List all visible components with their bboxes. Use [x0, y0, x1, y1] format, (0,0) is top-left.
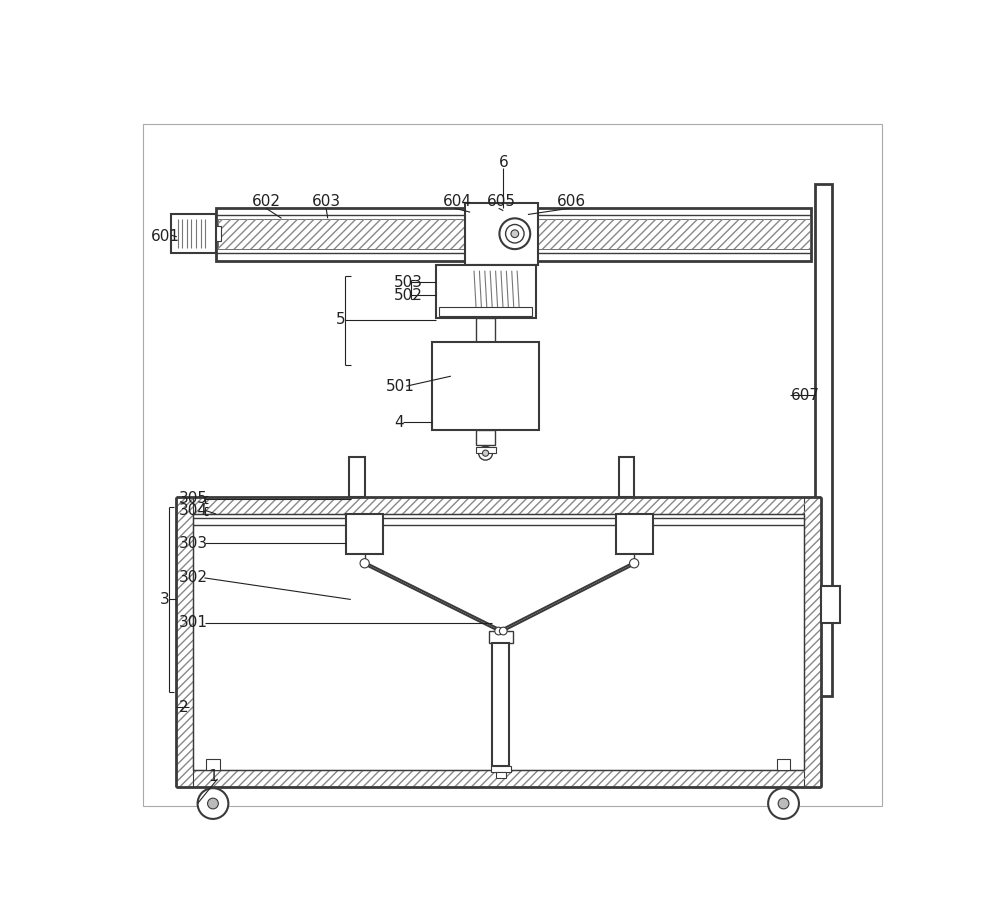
Bar: [465, 203, 538, 264]
Bar: [476, 319, 495, 342]
Bar: [216, 226, 221, 241]
Text: 303: 303: [179, 536, 208, 551]
Circle shape: [208, 799, 218, 809]
Circle shape: [511, 230, 519, 238]
Text: 601: 601: [151, 229, 180, 244]
Text: 602: 602: [252, 194, 281, 209]
Bar: [491, 765, 511, 772]
Circle shape: [360, 559, 369, 568]
Bar: [349, 457, 365, 497]
Circle shape: [768, 788, 799, 819]
Circle shape: [479, 447, 492, 460]
Circle shape: [482, 450, 489, 456]
Circle shape: [778, 799, 789, 809]
Text: 305: 305: [179, 491, 208, 507]
Bar: [476, 430, 495, 446]
Text: 603: 603: [312, 194, 341, 209]
Text: 604: 604: [443, 194, 472, 209]
Bar: [804, 497, 821, 787]
Bar: [815, 183, 832, 695]
Circle shape: [499, 218, 530, 249]
Bar: [436, 264, 536, 319]
Bar: [496, 772, 506, 778]
Text: 503: 503: [394, 274, 423, 290]
Bar: [804, 497, 821, 787]
Text: 6: 6: [498, 156, 508, 170]
Circle shape: [198, 788, 228, 819]
Bar: [439, 307, 532, 316]
Bar: [616, 514, 653, 554]
Bar: [176, 770, 820, 787]
Bar: [619, 457, 634, 497]
Text: 3: 3: [160, 592, 170, 607]
Circle shape: [630, 559, 639, 568]
Bar: [176, 497, 820, 514]
Text: 607: 607: [791, 388, 820, 402]
Bar: [206, 759, 220, 770]
Bar: [489, 631, 512, 643]
Text: 304: 304: [179, 503, 208, 518]
Bar: [476, 447, 496, 453]
Bar: [777, 759, 790, 770]
Circle shape: [495, 627, 502, 635]
Text: 502: 502: [394, 288, 423, 303]
Bar: [176, 497, 820, 514]
Text: 1: 1: [208, 769, 218, 784]
Bar: [820, 587, 840, 624]
Text: 5: 5: [336, 312, 346, 328]
Bar: [171, 215, 216, 253]
Bar: [216, 207, 811, 261]
Bar: [176, 770, 820, 787]
Bar: [218, 219, 810, 249]
Text: 501: 501: [386, 379, 415, 393]
Text: 605: 605: [487, 194, 516, 209]
Bar: [176, 497, 193, 787]
Text: 2: 2: [179, 700, 189, 715]
Text: 301: 301: [179, 615, 208, 630]
Bar: [432, 342, 539, 430]
Circle shape: [506, 225, 524, 243]
Circle shape: [499, 627, 507, 635]
Bar: [176, 497, 193, 787]
Text: 4: 4: [395, 414, 404, 430]
Bar: [492, 643, 509, 765]
Bar: [218, 219, 810, 249]
Text: 302: 302: [179, 570, 208, 586]
Text: 606: 606: [557, 194, 586, 209]
Bar: [346, 514, 383, 554]
